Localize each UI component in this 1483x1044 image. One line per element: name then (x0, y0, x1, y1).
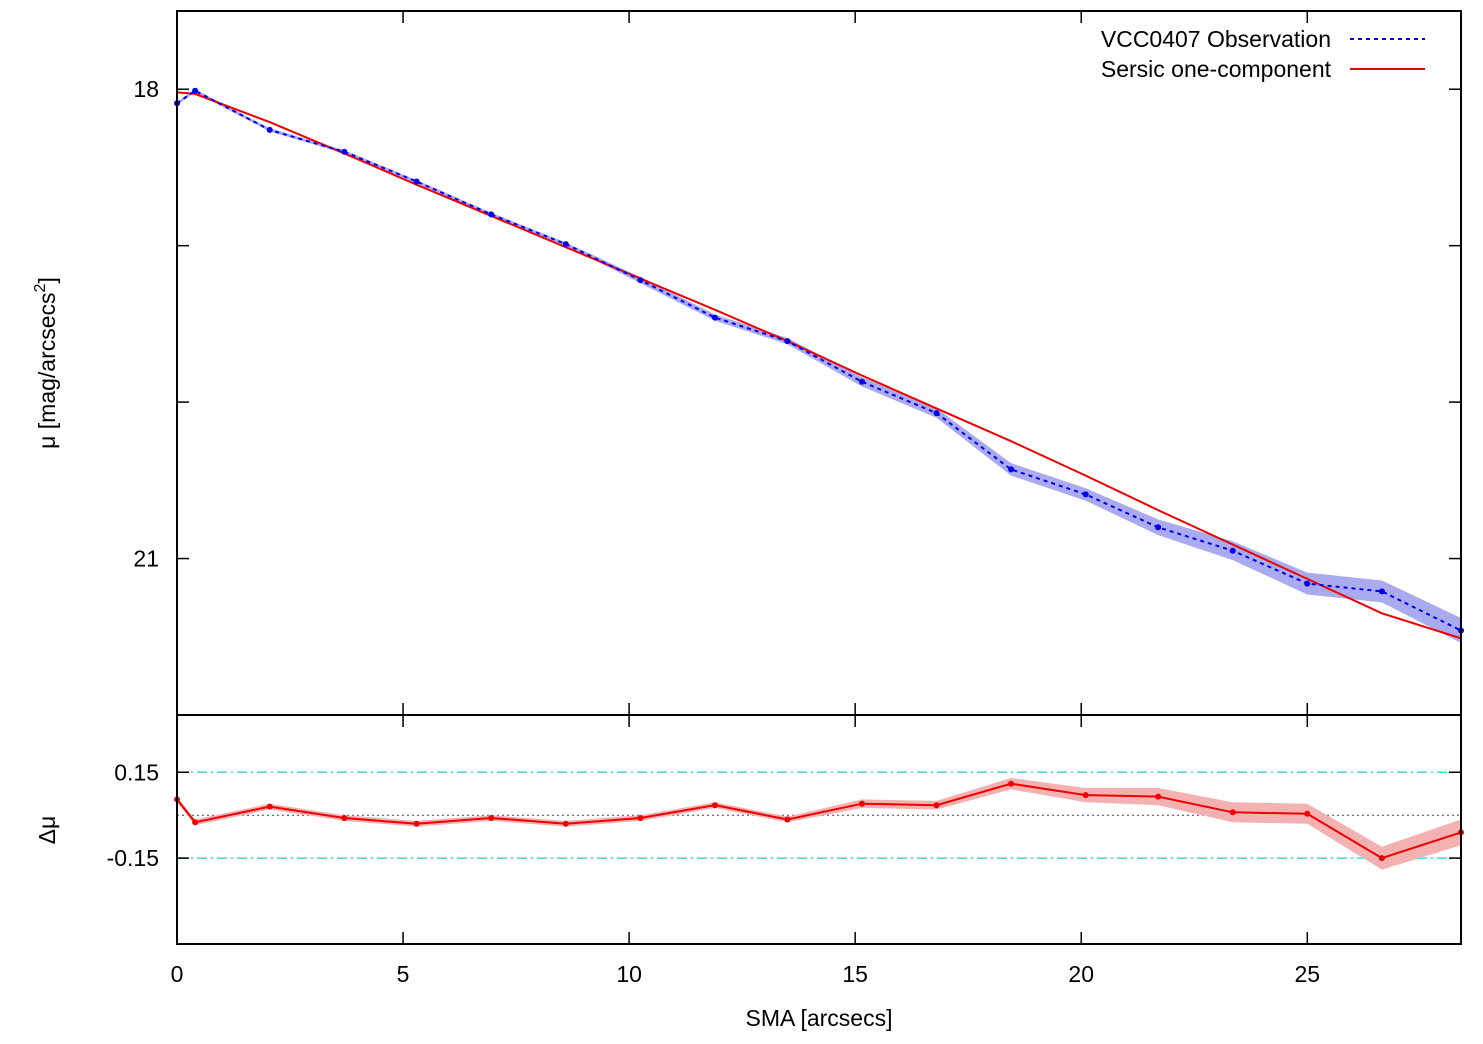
observation-point (637, 277, 644, 284)
residual-panel-frame (176, 714, 1462, 945)
legend-label-sersic: Sersic one-component (1101, 56, 1332, 82)
residual-point (1082, 792, 1089, 799)
residual-error-band (177, 778, 1461, 870)
main-y-axis-title-sup: 2 (32, 283, 49, 292)
residual-point (192, 819, 199, 826)
residual-point (562, 820, 569, 827)
main-y-axis-title-suffix: ] (34, 277, 60, 283)
x-tick-label: 10 (616, 961, 642, 987)
observation-point (1378, 588, 1385, 595)
residual-point (1378, 855, 1385, 862)
observation-point (562, 241, 569, 248)
legend-label-observation: VCC0407 Observation (1101, 26, 1331, 52)
residual-point (933, 802, 940, 809)
x-tick-label: 15 (842, 961, 868, 987)
observation-point (266, 126, 273, 133)
observation-point (341, 148, 348, 155)
x-tick-label: 20 (1068, 961, 1094, 987)
residual-point (712, 802, 718, 809)
residual-point (266, 803, 273, 810)
observation-point (1008, 466, 1015, 473)
main-y-tick-label: 18 (133, 76, 159, 102)
residual-point (413, 820, 420, 827)
main-panel-frame (176, 10, 1462, 716)
observation-point (784, 338, 791, 345)
observation-point (1082, 491, 1089, 498)
observation-point (1155, 524, 1162, 531)
residual-point (859, 800, 865, 807)
residual-y-tick-label: -0.15 (107, 845, 159, 871)
residual-ticks: 0 5 10 15 20 25 0.15 -0.15 (107, 715, 1461, 987)
x-tick-label: 5 (397, 961, 410, 987)
residual-panel: 0 5 10 15 20 25 0.15 -0.15 Δμ SMA [arcsecs] (34, 714, 1464, 1031)
main-observation-points (174, 87, 1464, 634)
residual-point (784, 816, 791, 823)
residual-point (637, 815, 644, 821)
main-y-axis-title-prefix: μ [mag/arcsecs (34, 292, 60, 448)
legend: VCC0407 Observation Sersic one-component (1101, 26, 1425, 82)
x-tick-label: 25 (1294, 961, 1320, 987)
residual-y-tick-label: 0.15 (114, 759, 159, 785)
residual-y-axis-title: Δμ (34, 816, 60, 845)
residual-point (1304, 810, 1311, 817)
residual-point (1155, 793, 1162, 800)
x-axis-title: SMA [arcsecs] (746, 1005, 893, 1031)
observation-error-band (177, 89, 1461, 643)
residual-point (1008, 780, 1015, 787)
residual-point (1229, 809, 1236, 816)
main-observation-error-band (177, 89, 1461, 643)
observation-point (712, 314, 718, 321)
observation-point (488, 211, 495, 218)
observation-point (192, 87, 199, 94)
main-y-axis-title: μ [mag/arcsecs2] (32, 277, 60, 449)
main-y-tick-label: 21 (133, 546, 159, 572)
observation-point (1304, 580, 1311, 587)
observation-point (933, 410, 940, 417)
main-series-lines (176, 89, 1462, 640)
residual-point (488, 815, 495, 821)
x-tick-label: 0 (171, 961, 184, 987)
observation-point (859, 378, 865, 385)
observation-point (1229, 547, 1236, 554)
residual-error-band (177, 778, 1461, 870)
observation-point (413, 178, 420, 185)
residual-point (341, 815, 348, 821)
